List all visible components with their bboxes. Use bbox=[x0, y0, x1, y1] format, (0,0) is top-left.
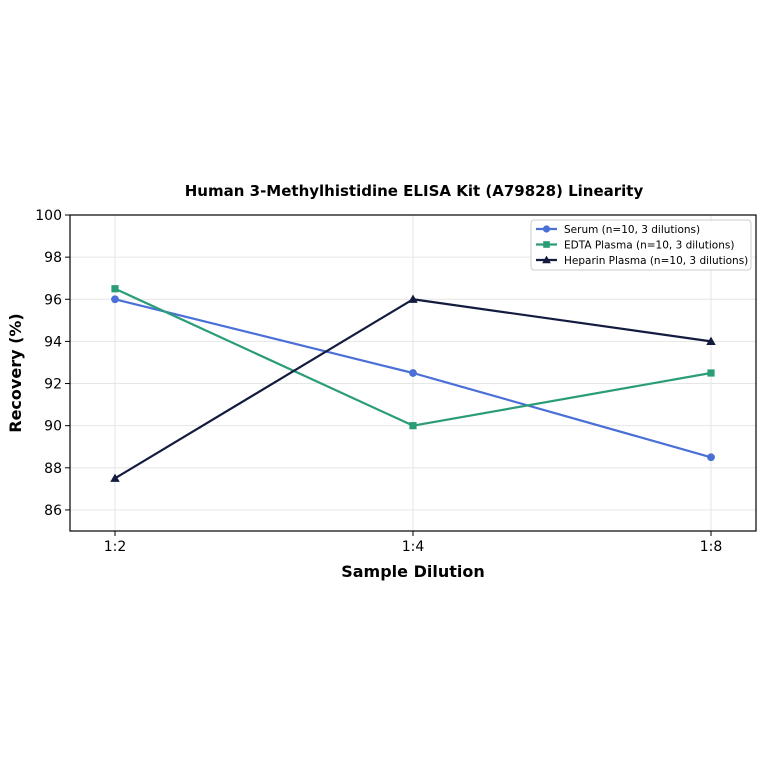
y-tick-label: 92 bbox=[44, 377, 62, 393]
data-point bbox=[707, 369, 715, 377]
chart-title: Human 3-Methylhistidine ELISA Kit (A7982… bbox=[185, 182, 644, 200]
y-tick-label: 98 bbox=[44, 250, 62, 266]
y-tick-label: 86 bbox=[44, 503, 62, 519]
x-tick-label: 1:8 bbox=[700, 539, 723, 555]
data-point bbox=[111, 285, 119, 293]
data-point bbox=[707, 453, 715, 462]
y-tick-label: 90 bbox=[44, 419, 62, 435]
legend-label: Serum (n=10, 3 dilutions) bbox=[564, 224, 700, 236]
legend-label: EDTA Plasma (n=10, 3 dilutions) bbox=[564, 240, 734, 252]
series-2 bbox=[111, 285, 715, 430]
legend-label: Heparin Plasma (n=10, 3 dilutions) bbox=[564, 255, 748, 267]
legend-entry: Heparin Plasma (n=10, 3 dilutions) bbox=[536, 255, 748, 267]
y-tick-label: 100 bbox=[35, 208, 62, 224]
data-point bbox=[408, 294, 418, 303]
y-axis: 86 88 90 92 94 96 98 100 bbox=[35, 208, 70, 519]
legend-box bbox=[530, 219, 752, 271]
data-point bbox=[706, 336, 716, 345]
x-tick-label: 1:4 bbox=[402, 539, 425, 555]
legend-marker bbox=[542, 255, 551, 264]
legend: Serum (n=10, 3 dilutions) EDTA Plasma (n=… bbox=[530, 219, 752, 271]
data-point bbox=[409, 369, 417, 377]
y-tick-label: 96 bbox=[44, 292, 62, 308]
series-1 bbox=[111, 295, 715, 462]
x-axis-label: Sample Dilution bbox=[341, 562, 485, 581]
data-point bbox=[409, 422, 417, 430]
legend-marker bbox=[542, 225, 551, 233]
x-axis: 1:2 1:4 1:8 bbox=[104, 531, 723, 555]
data-point bbox=[110, 473, 120, 482]
y-tick-label: 94 bbox=[44, 334, 62, 350]
legend-entry: Serum (n=10, 3 dilutions) bbox=[536, 224, 700, 236]
y-axis-label: Recovery (%) bbox=[6, 313, 25, 432]
legend-entry: EDTA Plasma (n=10, 3 dilutions) bbox=[536, 240, 734, 252]
y-tick-label: 88 bbox=[44, 461, 62, 477]
legend-marker bbox=[543, 241, 550, 248]
x-tick-label: 1:2 bbox=[104, 539, 127, 555]
data-point bbox=[111, 295, 119, 304]
series-3 bbox=[110, 294, 716, 482]
series-group bbox=[110, 285, 716, 482]
